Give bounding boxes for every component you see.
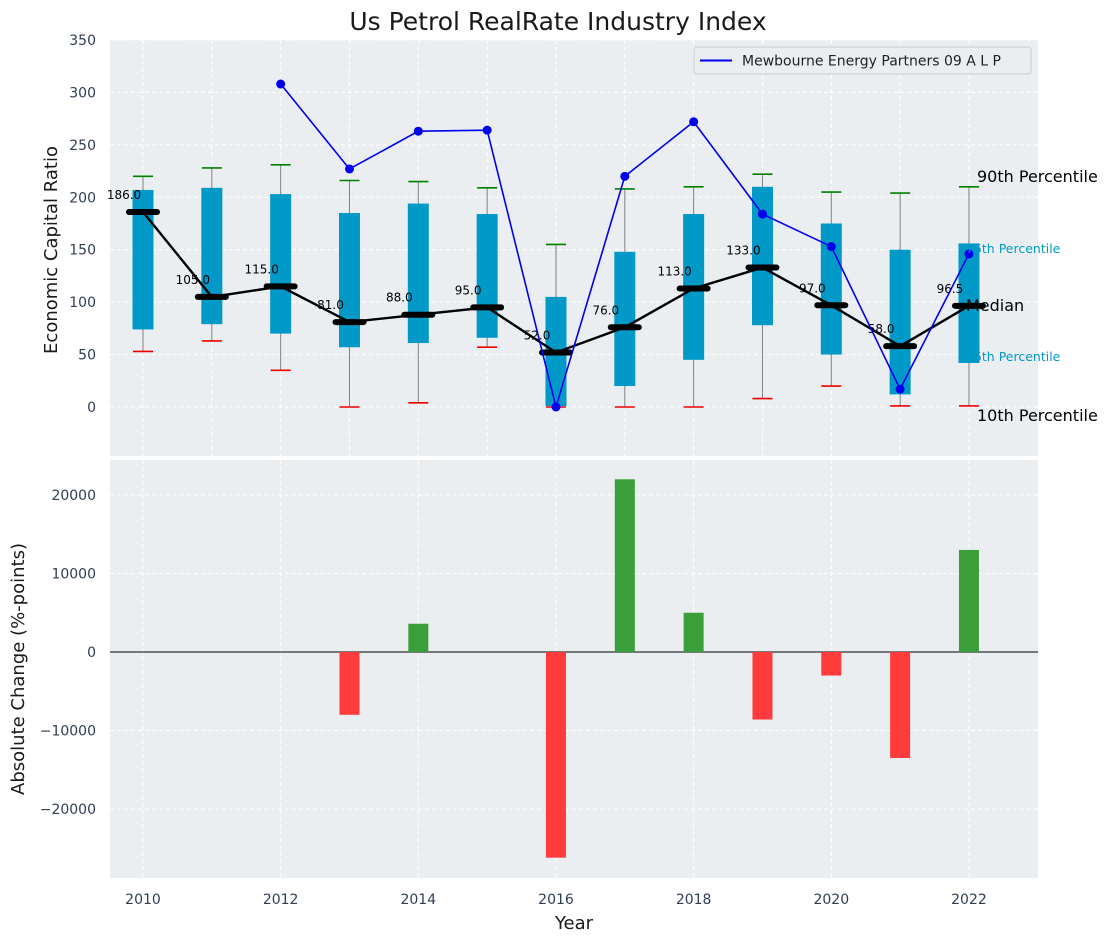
chart-title: Us Petrol RealRate Industry Index bbox=[349, 7, 766, 36]
top-y-tick-label: 250 bbox=[69, 138, 96, 154]
top-y-tick-label: 350 bbox=[69, 33, 96, 49]
change-bar bbox=[683, 612, 704, 652]
band-label-p25: 25th Percentile bbox=[966, 349, 1061, 364]
series-point bbox=[826, 242, 836, 252]
bottom-y-axis-title: Absolute Change (%-points) bbox=[8, 543, 29, 795]
iqr-box bbox=[201, 187, 223, 325]
series-point bbox=[895, 384, 905, 394]
x-axis-ticks: 2010 2012 2014 2016 2018 2020 2022 bbox=[125, 892, 987, 908]
median-value-label: 52.0 bbox=[524, 328, 551, 342]
change-bars bbox=[339, 479, 979, 858]
change-bar bbox=[958, 549, 979, 652]
change-bar bbox=[614, 479, 635, 652]
top-y-tick-label: 0 bbox=[87, 400, 96, 416]
median-value-label: 133.0 bbox=[726, 244, 760, 258]
top-y-tick-label: 150 bbox=[69, 243, 96, 259]
series-point bbox=[689, 117, 699, 127]
x-tick-label: 2018 bbox=[676, 892, 712, 908]
top-y-tick-label: 100 bbox=[69, 295, 96, 311]
change-bar bbox=[821, 652, 842, 676]
x-tick-label: 2014 bbox=[400, 892, 436, 908]
change-bar bbox=[408, 623, 429, 652]
iqr-box bbox=[407, 203, 429, 344]
iqr-box bbox=[751, 186, 773, 326]
bottom-y-tick-label: −20000 bbox=[40, 802, 96, 818]
series-point bbox=[757, 209, 767, 219]
bottom-plot-area bbox=[110, 460, 1038, 878]
x-tick-label: 2016 bbox=[538, 892, 574, 908]
company-series bbox=[276, 79, 974, 412]
change-bar bbox=[890, 652, 911, 758]
series-point bbox=[551, 402, 561, 412]
median-value-label: 105.0 bbox=[176, 273, 210, 287]
median-value-label: 88.0 bbox=[386, 291, 413, 305]
bottom-gridlines bbox=[110, 460, 1038, 878]
bottom-y-tick-label: 10000 bbox=[51, 567, 96, 583]
median-value-label: 186.0 bbox=[107, 188, 141, 202]
iqr-box bbox=[132, 189, 154, 330]
change-bar bbox=[339, 652, 360, 715]
series-point bbox=[344, 164, 354, 174]
bottom-y-tick-label: −10000 bbox=[40, 724, 96, 740]
median-value-label: 95.0 bbox=[455, 283, 482, 297]
top-y-axis-title: Economic Capital Ratio bbox=[41, 146, 62, 354]
top-y-tick-label: 300 bbox=[69, 85, 96, 101]
percentile-band-labels: 90th Percentile 75th Percentile Median 2… bbox=[966, 167, 1098, 425]
x-tick-label: 2020 bbox=[813, 892, 849, 908]
legend-box bbox=[693, 46, 1032, 75]
iqr-box bbox=[889, 249, 911, 395]
top-y-tick-label: 200 bbox=[69, 190, 96, 206]
series-point bbox=[964, 249, 974, 259]
iqr-box bbox=[476, 214, 498, 338]
iqr-box bbox=[270, 194, 292, 334]
median-value-label: 113.0 bbox=[657, 265, 691, 279]
x-tick-label: 2012 bbox=[263, 892, 299, 908]
band-label-median: Median bbox=[966, 296, 1024, 315]
top-y-axis-ticks: 0 50 100 150 200 250 300 350 bbox=[69, 33, 96, 416]
top-y-tick-label: 50 bbox=[78, 348, 96, 364]
median-value-label: 115.0 bbox=[244, 262, 278, 276]
median-value-label: 76.0 bbox=[592, 303, 619, 317]
legend-label: Mewbourne Energy Partners 09 A L P bbox=[742, 54, 1001, 70]
median-value-label: 96.5 bbox=[937, 282, 964, 296]
change-bar bbox=[545, 652, 566, 858]
band-label-p75: 75th Percentile bbox=[966, 241, 1061, 256]
x-axis-title: Year bbox=[554, 913, 594, 934]
legend: Mewbourne Energy Partners 09 A L P bbox=[693, 46, 1032, 75]
median-trend-line: 186.0 105.0 115.0 81.0 88.0 95.0 52.0 76.0 113.0… bbox=[107, 188, 986, 356]
series-point bbox=[413, 126, 423, 136]
series-point bbox=[276, 79, 286, 89]
bottom-y-axis-ticks: −20000 −10000 0 10000 20000 bbox=[40, 488, 96, 818]
iqr-box bbox=[614, 251, 636, 387]
top-plot-area bbox=[110, 40, 1038, 456]
bottom-y-tick-label: 20000 bbox=[51, 488, 96, 504]
band-label-p10: 10th Percentile bbox=[977, 406, 1098, 425]
iqr-box bbox=[338, 213, 360, 348]
bottom-y-tick-label: 0 bbox=[87, 645, 96, 661]
series-point bbox=[482, 125, 492, 135]
x-tick-label: 2022 bbox=[951, 892, 987, 908]
median-value-label: 81.0 bbox=[317, 298, 344, 312]
median-value-label: 58.0 bbox=[868, 322, 895, 336]
band-label-p90: 90th Percentile bbox=[977, 167, 1098, 186]
change-bar bbox=[752, 652, 773, 720]
median-value-label: 97.0 bbox=[799, 281, 826, 295]
series-point bbox=[620, 171, 630, 181]
x-tick-label: 2010 bbox=[125, 892, 161, 908]
